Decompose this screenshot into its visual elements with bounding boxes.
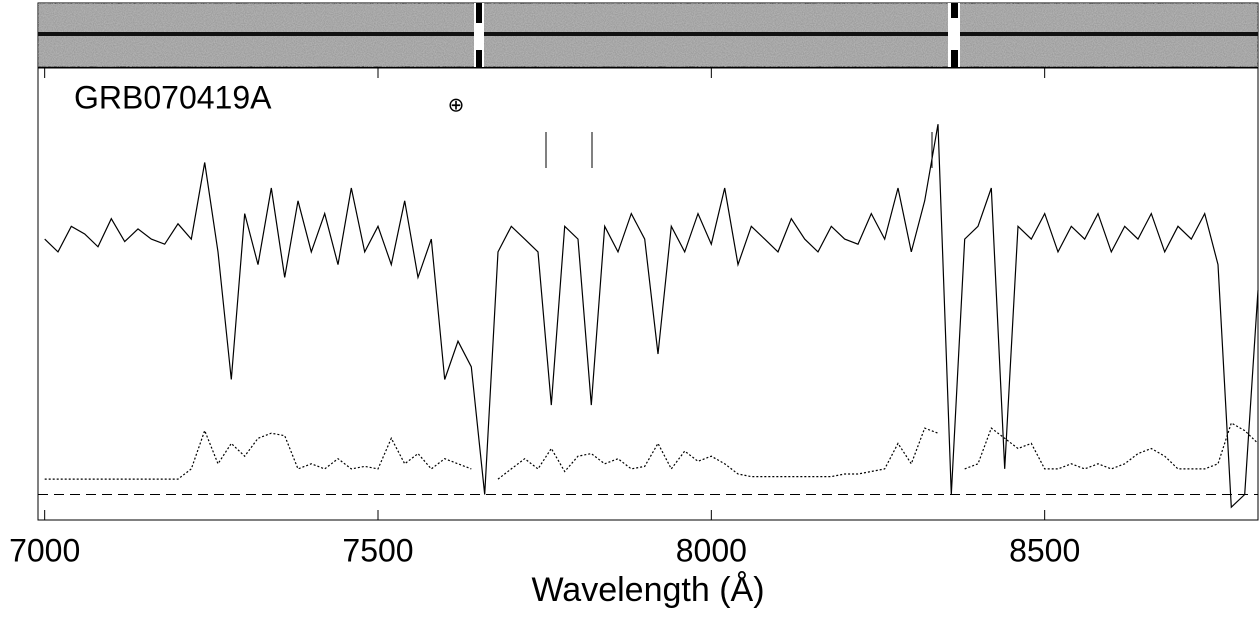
series-line [44, 124, 1259, 509]
x-tick-label: 7000 [9, 532, 80, 568]
object-label: GRB070419A [74, 79, 272, 115]
x-axis-label: Wavelength (Å) [531, 571, 764, 609]
two-d-spectrum [37, 2, 1259, 68]
x-tick-label: 7500 [342, 532, 413, 568]
series-line [44, 422, 1259, 480]
x-tick-label: 8000 [676, 532, 747, 568]
earth-symbol: ⊕ [448, 94, 465, 116]
plot-frame [37, 67, 1259, 521]
line-markers [545, 132, 933, 168]
x-tick-label: 8500 [1009, 532, 1080, 568]
